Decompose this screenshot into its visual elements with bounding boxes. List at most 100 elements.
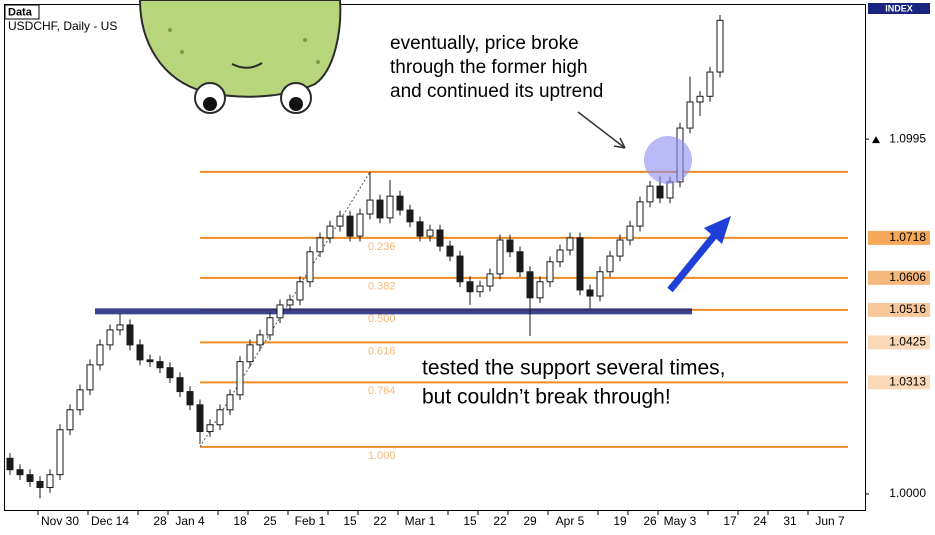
candle-body [586,289,594,297]
candle-body [356,213,364,237]
candle-body [656,185,664,199]
candle-body [576,237,584,291]
fib-price-label: 1.0718 [889,230,926,244]
candle-body [366,199,374,215]
candle-body [106,329,114,346]
fib-price-box [868,230,930,245]
candle-body [226,394,234,411]
x-tick-label: 28 [153,514,167,528]
data-label: Data [8,6,33,18]
candle-body [556,249,564,263]
x-tick-label: Nov 30 [41,514,79,528]
candle-body [36,480,44,489]
candle-body [46,474,54,489]
candle-body [236,361,244,396]
candle-body [276,304,284,319]
plot-frame [4,4,866,511]
candle-body [666,181,674,199]
support-line [95,308,692,315]
candle-body [136,344,144,361]
x-tick-label: 22 [373,514,387,528]
candle-body [476,285,484,293]
x-tick-label: 29 [523,514,537,528]
candle-body [496,239,504,275]
fib-price-label: 1.0425 [889,335,926,349]
candle-body [316,237,324,253]
candle-body [626,225,634,241]
candle-body [706,71,714,97]
axes: 1.0718 1.0606 1.0516 1.0425 1.0313 1.0995 1.00… [37,131,930,528]
levels: 0.236 0.382 0.500 0.618 0.764 1.000 [95,170,848,462]
x-tick-label: 24 [753,514,767,528]
candle-body [66,409,74,431]
candle-body [156,361,164,369]
candle-body [516,251,524,273]
candle-body [6,457,14,471]
annotation: but couldn’t break through! [422,386,671,409]
candle-body [126,324,134,346]
candle-body [456,255,464,283]
x-tick-label: 31 [783,514,797,528]
candle-body [526,271,534,299]
candle-body [26,474,34,482]
x-tick-label: May 3 [664,514,697,528]
fib-price-label: 1.0313 [889,374,926,388]
candle-body [206,424,214,433]
candle-body [76,389,84,411]
candle-body [116,324,124,331]
chart-title: USDCHF, Daily - US [8,19,117,33]
candles [6,14,724,499]
x-tick-label: 18 [233,514,247,528]
x-tick-label: Dec 14 [91,514,129,528]
candle-body [176,377,184,393]
candle-body [336,215,344,227]
candle-body [616,239,624,257]
annotation: tested the support several times, [422,357,726,380]
candle-body [146,359,154,363]
annotation: and continued its uptrend [390,81,603,102]
candle-body [326,225,334,239]
candle-body [606,255,614,273]
fib-ratio: 0.500 [368,313,396,325]
candle-body [286,299,294,306]
candle-body [86,364,94,391]
x-tick-label: Jun 7 [815,514,845,528]
candle-body [536,281,544,299]
candle-body [416,221,424,237]
index-label: INDEX [885,3,913,13]
trend-arrow-head [704,216,731,244]
candle-body [686,101,694,129]
y-tick-label: 1.0000 [889,486,926,500]
candle-body [546,261,554,283]
fib-price-label: 1.0516 [889,302,926,316]
price-marker [872,136,880,144]
x-tick-label: 22 [493,514,507,528]
candle-body [256,334,264,346]
x-tick-label: Mar 1 [405,514,436,528]
candle-body [346,215,354,237]
cartoon-head [138,0,342,114]
candle-body [196,404,204,433]
x-tick-label: 19 [613,514,627,528]
candle-body [386,195,394,219]
fib-ratio: 0.236 [368,241,396,253]
candle-body [396,195,404,211]
x-tick-label: Feb 1 [295,514,326,528]
fib-price-box [868,375,930,390]
candle-body [16,469,24,476]
fib-ratio: 0.764 [368,385,396,397]
y-tick-label: 1.0995 [889,131,926,145]
candle-body [186,391,194,406]
annotations: eventually, price broke through the forme… [390,33,726,409]
pointer-arrow [577,111,626,149]
candle-body [216,409,224,426]
fib-ratio: 1.000 [368,450,396,462]
candle-body [696,95,704,103]
fib-ratio: 0.618 [368,345,396,357]
pointer-arrow-head [613,137,626,149]
fib-price-box [868,270,930,285]
candle-body [596,271,604,297]
candle-body [506,239,514,253]
candle-body [466,281,474,293]
